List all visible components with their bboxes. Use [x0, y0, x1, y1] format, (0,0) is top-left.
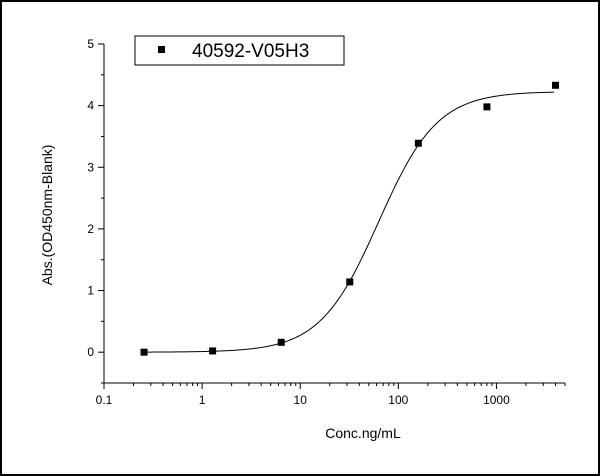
data-point: [277, 338, 285, 346]
data-point: [483, 103, 491, 111]
fit-curve-group: [144, 91, 555, 353]
x-tick-label: 1: [199, 393, 206, 407]
x-tick-label: 0.1: [96, 393, 113, 407]
data-points-group: [140, 81, 559, 356]
legend-label: 40592-V05H3: [192, 41, 309, 62]
data-point: [346, 278, 354, 286]
y-tick-label: 4: [87, 99, 94, 113]
legend-box: [134, 35, 345, 66]
x-tick-label: 10: [294, 393, 308, 407]
axes: 0 1 2 3 4 5 0.1 1 10 100 1000: [87, 37, 566, 407]
data-point: [414, 139, 422, 147]
data-point: [140, 348, 148, 356]
fit-curve: [144, 91, 555, 353]
data-point: [209, 347, 217, 355]
x-axis-label: Conc.ng/mL: [325, 425, 401, 441]
y-axis-label: Abs.(OD450nm-Blank): [39, 145, 55, 286]
x-tick-label: 100: [388, 393, 408, 407]
y-tick-label: 1: [87, 284, 94, 298]
legend: 40592-V05H3: [134, 35, 345, 66]
y-tick-label: 5: [87, 37, 94, 51]
y-tick-label: 0: [87, 345, 94, 359]
y-tick-label: 3: [87, 160, 94, 174]
legend-marker: [158, 46, 165, 53]
data-point: [551, 81, 559, 89]
y-tick-label: 2: [87, 222, 94, 236]
x-tick-label: 1000: [483, 393, 510, 407]
